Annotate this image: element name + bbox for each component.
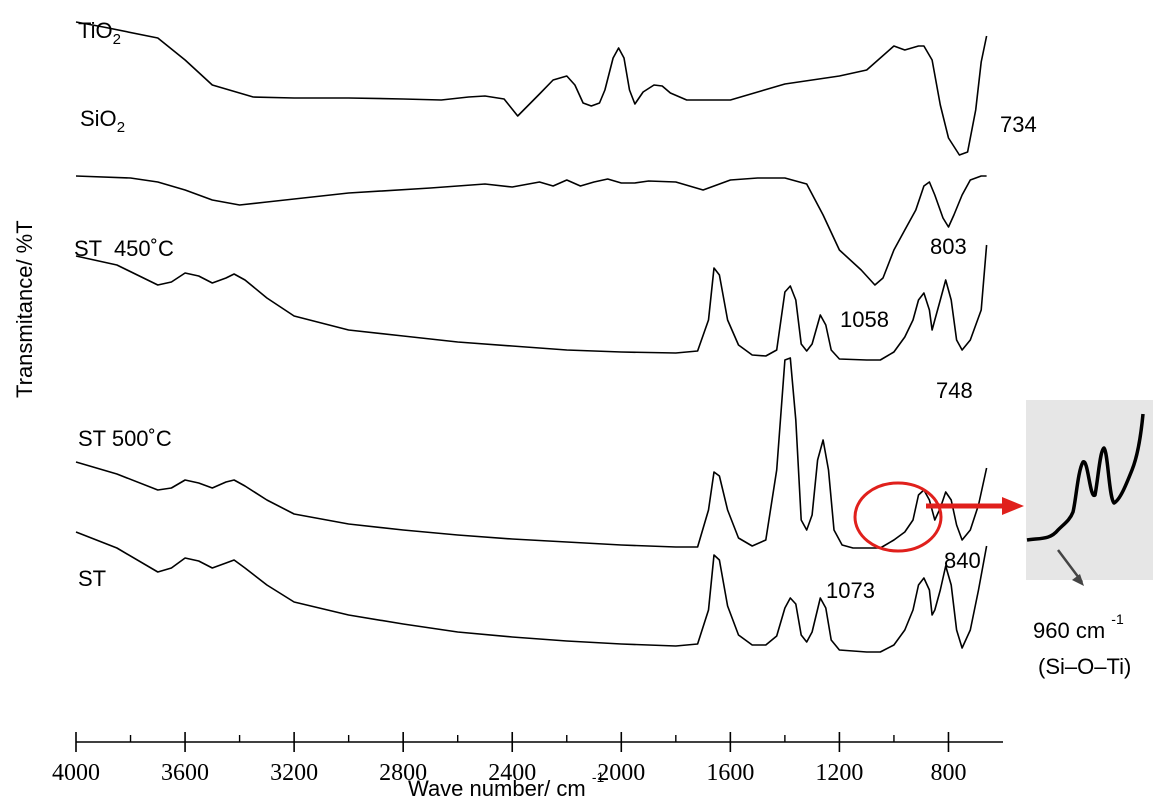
annotation-1058: 1058 <box>840 307 889 332</box>
series-label-tio2: TiO2 <box>78 18 121 48</box>
annotation-840: 840 <box>944 548 981 573</box>
y-axis-title: Transmitance/ %T <box>12 220 37 398</box>
series-line-st-450 <box>75 244 988 361</box>
series-label-sio2: SiO2 <box>80 106 125 136</box>
series-line-st <box>75 531 988 653</box>
annotation-803: 803 <box>930 234 967 259</box>
annotation-1073: 1073 <box>826 578 875 603</box>
inset-label-superscript: -1 <box>1111 611 1124 627</box>
inset-pointer-arrowhead <box>1072 574 1084 586</box>
series-line-sio2 <box>75 175 987 286</box>
x-axis-title: Wave number/ cm -1 <box>408 769 604 801</box>
series-label-st-450: ST 450˚C <box>74 236 174 261</box>
x-axis-title-superscript: -1 <box>592 769 605 785</box>
inset-label: 960 cm -1 <box>1033 611 1124 643</box>
highlight-circle <box>853 481 943 553</box>
x-tick-label: 800 <box>930 760 966 786</box>
x-tick-label: 1200 <box>815 760 863 786</box>
x-tick-label: 1600 <box>706 760 754 786</box>
inset-sublabel: (Si–O–Ti) <box>1038 654 1131 679</box>
x-tick-label: 3600 <box>161 760 209 786</box>
x-tick-label: 4000 <box>52 760 100 786</box>
highlight-arrow-head <box>1002 497 1024 515</box>
x-axis: 4000 3600 3200 2800 2400 2000 1600 1200 800 <box>52 732 1003 786</box>
series-line-tio2 <box>75 21 988 156</box>
series-line-st-500 <box>75 357 988 549</box>
inset-panel <box>1026 400 1153 580</box>
annotation-748: 748 <box>936 378 973 403</box>
x-tick-label: 3200 <box>270 760 318 786</box>
annotation-734: 734 <box>1000 112 1037 137</box>
x-tick-label: 2400 <box>488 760 536 786</box>
x-tick-label: 2000 <box>597 760 645 786</box>
inset-trace <box>1026 413 1145 542</box>
x-tick-label: 2800 <box>379 760 427 786</box>
series-label-st-500: ST 500˚C <box>78 426 172 451</box>
series-label-st: ST <box>78 566 106 591</box>
